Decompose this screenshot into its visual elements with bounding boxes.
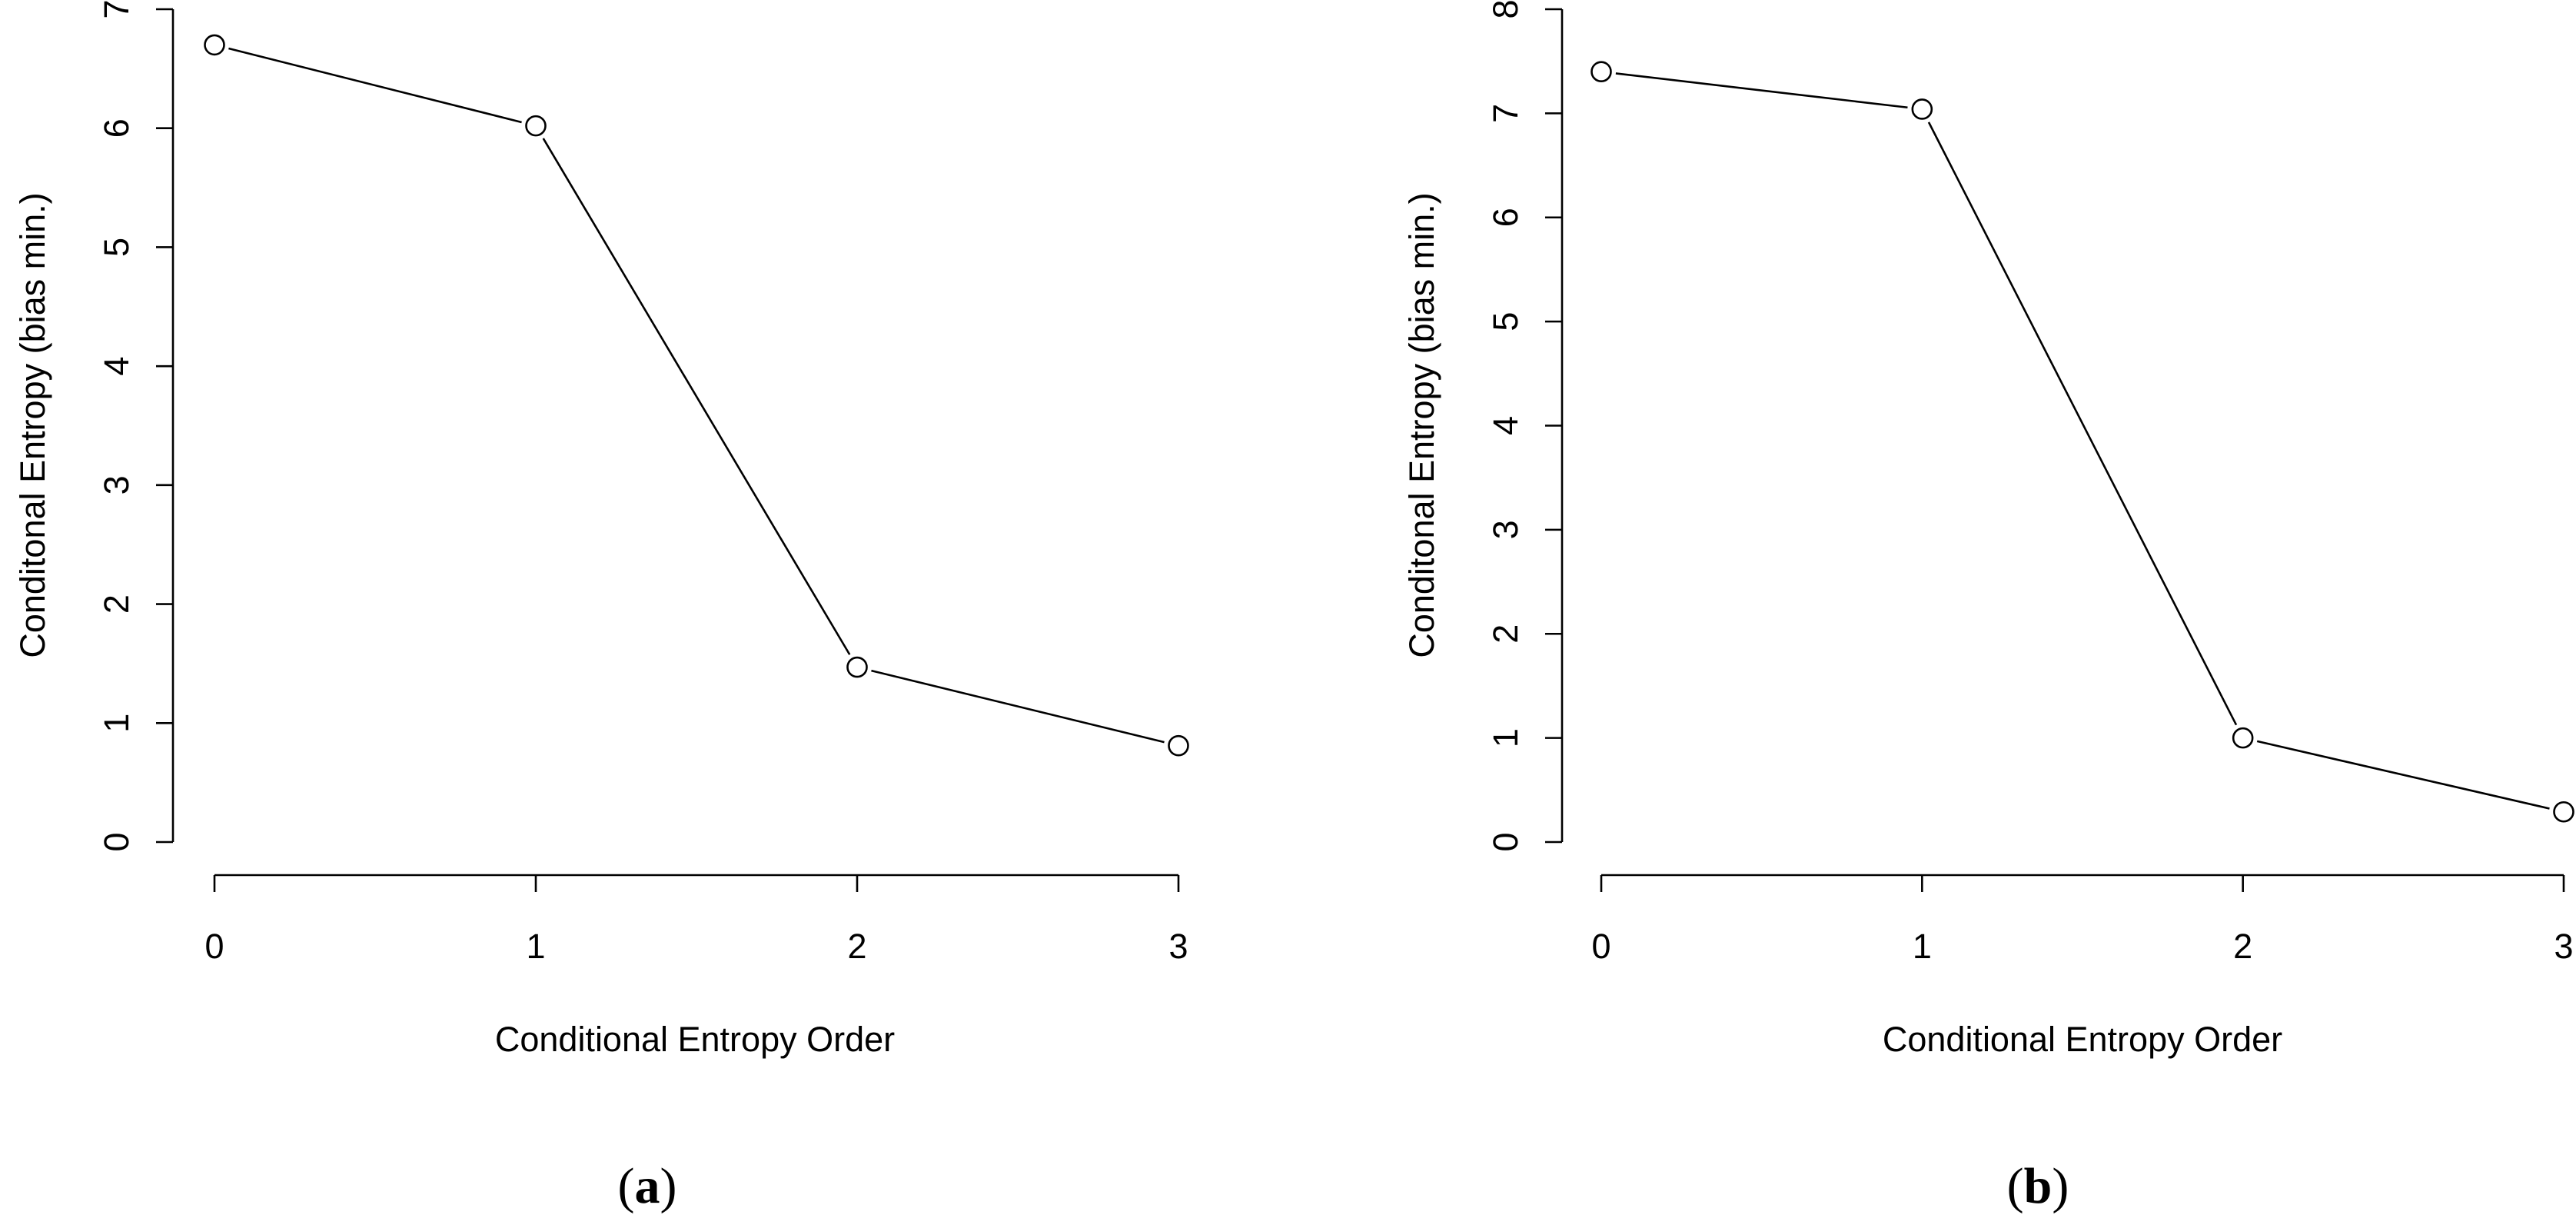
y-tick-label: 2 [1486, 624, 1525, 644]
series-line-segment [1927, 122, 2238, 726]
panel-caption: (b) [2007, 1158, 2069, 1214]
y-tick-label: 4 [97, 357, 136, 376]
panel-b: 0 1 2 3 4 5 6 7 8 0 1 2 3 Conditonal Entropy (bias mi… [1402, 0, 2574, 1214]
panel-caption: (a) [618, 1158, 677, 1214]
data-point [1590, 61, 1612, 83]
series-line-segment [2256, 740, 2550, 810]
y-tick-label: 0 [1486, 832, 1525, 851]
panel-caption-letter: b [2024, 1158, 2052, 1214]
x-tick-label: 2 [847, 927, 866, 966]
y-tick-label: 7 [1486, 104, 1525, 123]
x-tick-label: 1 [526, 927, 545, 966]
y-tick-label: 8 [1486, 0, 1525, 19]
y-axis-label: Conditonal Entropy (bias min.) [13, 192, 52, 657]
y-tick-label: 5 [97, 238, 136, 257]
data-point [525, 115, 547, 137]
y-tick-label: 2 [97, 594, 136, 614]
y-tick-label: 5 [1486, 312, 1525, 331]
data-point [204, 34, 225, 56]
data-point [2553, 801, 2574, 823]
x-tick-label: 0 [204, 927, 224, 966]
x-tick-label: 0 [1591, 927, 1610, 966]
y-tick-label: 6 [1486, 208, 1525, 227]
data-point [2232, 727, 2254, 749]
data-point [1911, 98, 1933, 120]
y-tick-label: 1 [1486, 728, 1525, 747]
data-point [1168, 734, 1189, 757]
x-tick-label: 3 [1168, 927, 1188, 966]
y-tick-label: 3 [1486, 520, 1525, 539]
series-line-segment [228, 47, 522, 124]
x-tick-label: 2 [2233, 927, 2252, 966]
x-axis-label: Conditional Entropy Order [495, 1020, 895, 1059]
y-axis-label: Conditonal Entropy (bias min.) [1402, 192, 1441, 657]
x-tick-label: 3 [2554, 927, 2573, 966]
y-tick-label: 3 [97, 475, 136, 494]
panel-caption-letter: a [635, 1158, 660, 1214]
y-tick-label: 7 [97, 0, 136, 19]
y-tick-label: 0 [97, 832, 136, 851]
series-line-segment [871, 669, 1165, 744]
series-line-segment [542, 138, 851, 655]
series-line-segment [1615, 72, 1908, 109]
y-tick-label: 6 [97, 118, 136, 138]
panel-a: 0 1 2 3 4 5 6 7 0 1 2 3 Conditonal Entropy (bias min… [13, 0, 1189, 1214]
y-tick-label: 1 [97, 714, 136, 733]
data-point [846, 656, 868, 678]
x-axis-label: Conditional Entropy Order [1883, 1020, 2282, 1059]
x-tick-label: 1 [1913, 927, 1932, 966]
y-tick-label: 4 [1486, 416, 1525, 435]
